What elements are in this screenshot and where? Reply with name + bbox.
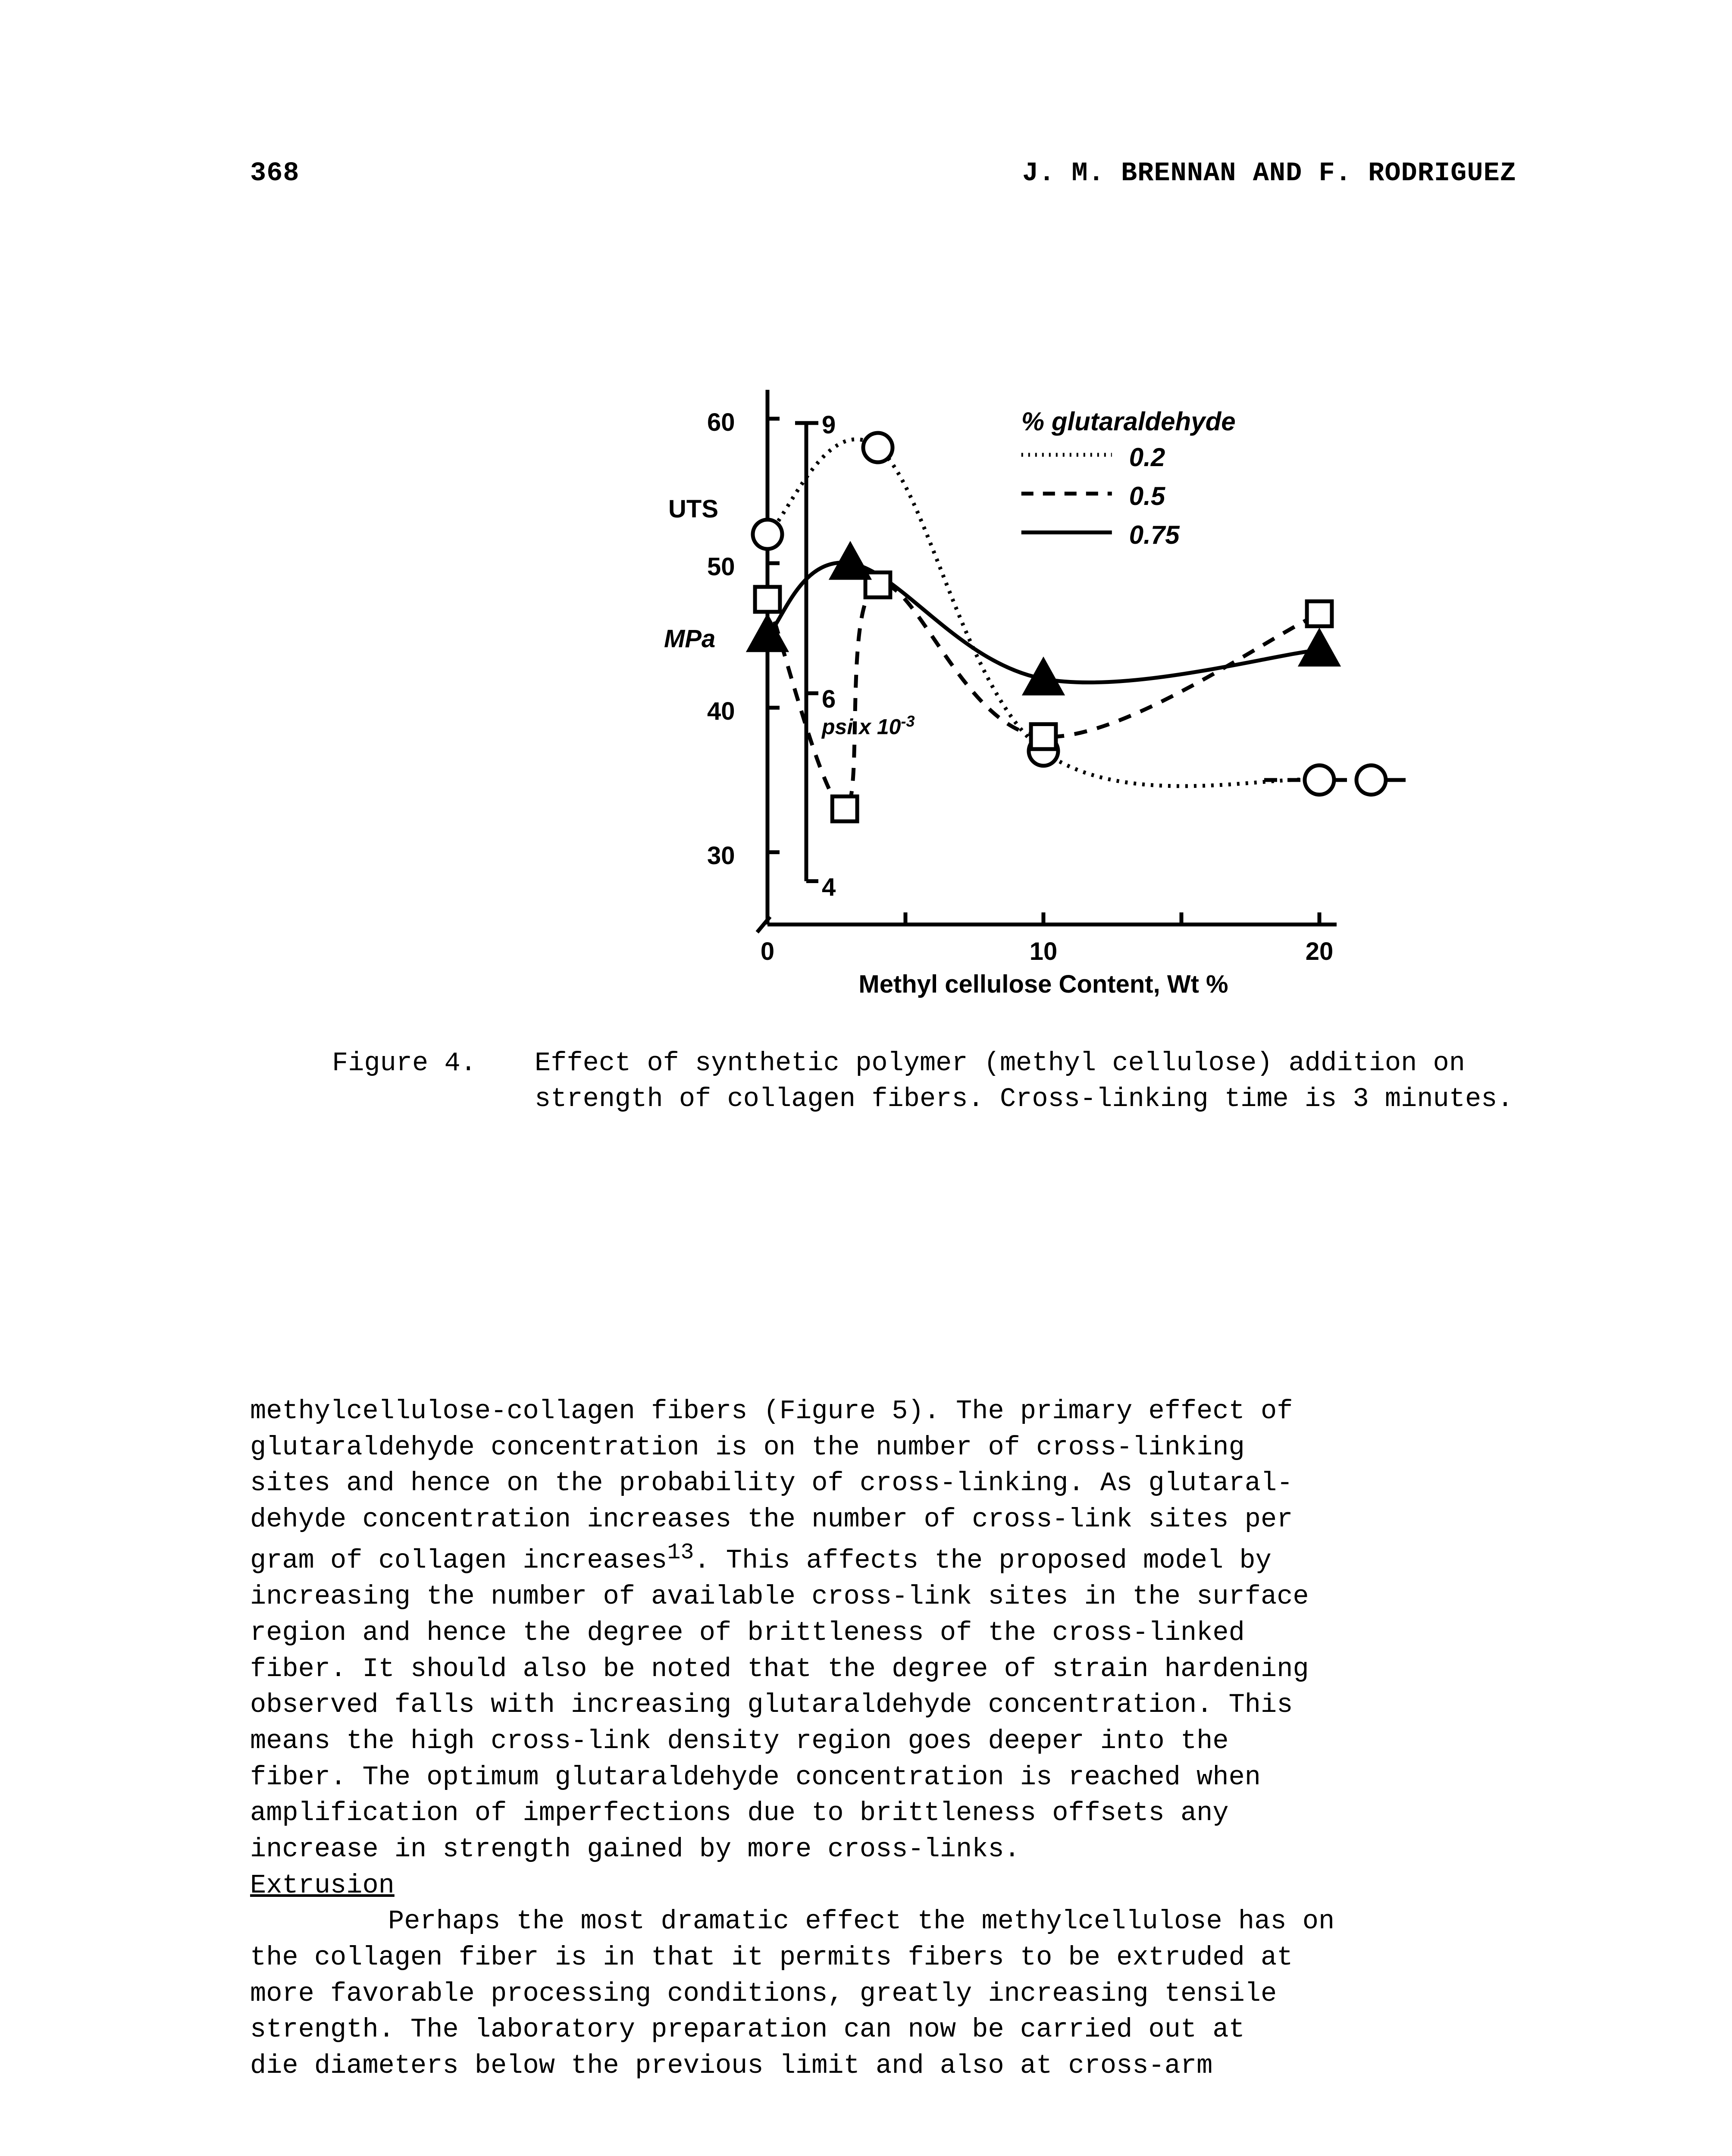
body-line: more favorable processing conditions, gr… <box>250 1978 1277 2009</box>
x-tick-label: 20 <box>1306 935 1334 968</box>
body-line: gram of collagen increases <box>250 1545 667 1576</box>
chart-svg <box>561 338 1423 1028</box>
y-tick-label: 60 <box>707 406 735 439</box>
legend-item-label: 0.2 <box>1129 440 1165 475</box>
body-line: fiber. The optimum glutaraldehyde concen… <box>250 1762 1261 1792</box>
figure-4: 30 40 50 60 0 10 20 Methyl cellulose Content, W… <box>250 338 1516 1117</box>
page: 368 J. M. BRENNAN AND F. RODRIGUEZ 30405… <box>0 0 1732 2156</box>
inner-scale-9: 9 <box>822 408 836 442</box>
paragraph-1: methylcellulose-collagen fibers (Figure … <box>250 1393 1516 1868</box>
inner-scale-psi: psi x 10-3 <box>822 711 915 742</box>
body-line: glutaraldehyde concentration is on the n… <box>250 1432 1245 1463</box>
x-tick-label: 10 <box>1030 935 1058 968</box>
body-line: methylcellulose-collagen fibers (Figure … <box>250 1396 1293 1426</box>
page-header: 368 J. M. BRENNAN AND F. RODRIGUEZ <box>250 155 1516 191</box>
x-tick-label: 0 <box>761 935 774 968</box>
body-line: the collagen fiber is in that it permits… <box>250 1942 1293 1973</box>
figure-caption-text: Effect of synthetic polymer (methyl cell… <box>535 1045 1516 1117</box>
reference-superscript: 13 <box>667 1540 694 1565</box>
y-axis-label-mpa: MPa <box>664 622 715 656</box>
y-axis-label-uts: UTS <box>668 492 718 526</box>
inner-scale-4: 4 <box>822 871 836 904</box>
subheading-extrusion: Extrusion <box>250 1868 1516 1904</box>
body-line: dehyde concentration increases the numbe… <box>250 1504 1293 1535</box>
body-text: methylcellulose-collagen fibers (Figure … <box>250 1393 1516 2084</box>
body-line: amplification of imperfections due to br… <box>250 1798 1229 1828</box>
header-authors: J. M. BRENNAN AND F. RODRIGUEZ <box>1022 155 1516 191</box>
body-line: die diameters below the previous limit a… <box>250 2050 1212 2081</box>
body-line: means the high cross-link density region… <box>250 1726 1229 1756</box>
y-tick-label: 30 <box>707 839 735 873</box>
figure-label: Figure 4. <box>332 1045 535 1117</box>
body-line: Perhaps the most dramatic effect the met… <box>388 1906 1334 1937</box>
body-line: fiber. It should also be noted that the … <box>250 1654 1309 1684</box>
y-tick-label: 50 <box>707 550 735 584</box>
body-line: sites and hence on the probability of cr… <box>250 1468 1293 1498</box>
body-line: strength. The laboratory preparation can… <box>250 2014 1245 2045</box>
x-axis-label: Methyl cellulose Content, Wt % <box>858 968 1228 1001</box>
body-line: increase in strength gained by more cros… <box>250 1834 1020 1865</box>
page-number: 368 <box>250 155 300 191</box>
body-line: . This affects the proposed model by <box>694 1545 1271 1576</box>
figure-caption: Figure 4. Effect of synthetic polymer (m… <box>332 1045 1516 1117</box>
legend-title: % glutaraldehyde <box>1021 404 1236 439</box>
body-line: observed falls with increasing glutarald… <box>250 1689 1293 1720</box>
paragraph-2: Perhaps the most dramatic effect the met… <box>250 1903 1516 2084</box>
chart: 30 40 50 60 0 10 20 Methyl cellulose Content, W… <box>561 338 1423 1028</box>
legend-item-label: 0.5 <box>1129 479 1165 514</box>
legend-item-label: 0.75 <box>1129 517 1180 552</box>
body-line: increasing the number of available cross… <box>250 1581 1309 1612</box>
y-tick-label: 40 <box>707 695 735 728</box>
body-line: region and hence the degree of brittlene… <box>250 1617 1245 1648</box>
